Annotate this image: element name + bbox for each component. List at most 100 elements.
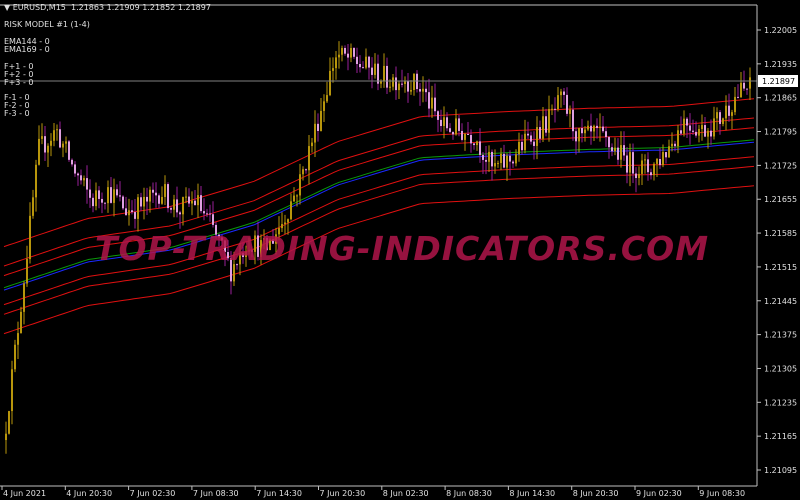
bull-candle [500, 153, 502, 164]
bull-candle [734, 96, 736, 113]
bear-candle [647, 159, 649, 173]
bull-candle [656, 159, 658, 164]
bear-candle [347, 53, 349, 58]
bear-candle [533, 141, 535, 146]
price-tick-label: 1.22005 [764, 26, 797, 35]
band-f-plus-1 [3, 127, 755, 277]
bull-candle [677, 130, 679, 147]
bear-candle [44, 136, 46, 153]
bull-candle [173, 199, 175, 210]
bull-candle [23, 283, 25, 312]
bull-candle [287, 219, 289, 223]
bear-candle [635, 173, 637, 179]
bull-candle [392, 77, 394, 87]
bull-candle [515, 154, 517, 164]
bear-candle [695, 131, 697, 136]
bear-candle [665, 152, 667, 158]
bear-candle [200, 195, 202, 212]
bear-candle [602, 126, 604, 132]
price-tick-label: 1.21725 [764, 161, 797, 170]
bear-candle [371, 67, 373, 75]
time-axis[interactable]: 4 Jun 2021 4 Jun 20:30 7 Jun 02:30 7 Jun 08… [1, 486, 745, 498]
bear-candle [632, 152, 634, 174]
bull-candle [56, 129, 58, 131]
bear-candle [152, 189, 154, 193]
bear-candle [131, 210, 133, 213]
bull-candle [707, 130, 709, 137]
bear-candle [386, 65, 388, 88]
bear-candle [155, 192, 157, 196]
bear-candle [479, 141, 481, 155]
bear-candle [344, 47, 346, 54]
bull-candle [323, 101, 325, 111]
bear-candle [305, 169, 307, 171]
bear-candle [224, 240, 226, 253]
bear-candle [482, 154, 484, 160]
current-price-label: 1.21897 [762, 77, 795, 86]
time-tick-label: 7 Jun 20:30 [320, 489, 366, 498]
bear-candle [581, 128, 583, 134]
bull-candle [5, 433, 7, 441]
bull-candle [254, 235, 256, 252]
price-tick-label: 1.21865 [764, 94, 797, 103]
bull-candle [326, 95, 328, 102]
bear-candle [377, 63, 379, 84]
bear-candle [206, 213, 208, 215]
bull-candle [164, 184, 166, 197]
bear-candle [146, 196, 148, 202]
chart-header: ▼ EURUSD,M15 1.21863 1.21909 1.21852 1.2… [4, 3, 211, 12]
bear-candle [209, 213, 211, 215]
bull-candle [338, 54, 340, 58]
bear-candle [704, 125, 706, 137]
bull-candle [8, 411, 10, 434]
bear-candle [440, 119, 442, 127]
bear-candle [491, 151, 493, 167]
bull-candle [260, 240, 262, 257]
bear-candle [68, 141, 70, 160]
bull-candle [182, 197, 184, 215]
f-plus-3-value: F+3 - 0 [4, 78, 34, 87]
bear-candle [116, 189, 118, 196]
time-tick-label: 8 Jun 08:30 [446, 489, 492, 498]
bear-candle [215, 224, 217, 235]
bear-candle [746, 88, 748, 90]
collapse-triangle-icon[interactable]: ▼ [4, 3, 13, 12]
bull-candle [524, 133, 526, 151]
bull-candle [671, 143, 673, 147]
bear-candle [176, 199, 178, 213]
bear-candle [572, 109, 574, 132]
bull-candle [14, 344, 16, 370]
f-minus-1-value: F-1 - 0 [4, 93, 30, 102]
bear-candle [134, 212, 136, 219]
bull-candle [551, 108, 553, 110]
ema169-value: EMA169 - 0 [4, 45, 50, 54]
bear-candle [563, 91, 565, 95]
bear-candle [89, 189, 91, 198]
band-f-minus-3 [3, 185, 755, 335]
bear-candle [743, 82, 745, 89]
ema144-value: EMA144 - 0 [4, 37, 50, 46]
bear-candle [74, 164, 76, 174]
bear-candle [227, 252, 229, 259]
bull-candle [560, 91, 562, 96]
time-tick-label: 9 Jun 08:30 [699, 489, 745, 498]
bull-candle [548, 109, 550, 133]
price-axis[interactable]: 1.22005 1.21935 1.21865 1.21795 1.21725 1.216… [757, 26, 797, 475]
bull-candle [389, 86, 391, 88]
bull-candle [311, 142, 313, 147]
bear-candle [674, 143, 676, 147]
band-f-plus-2 [3, 117, 755, 267]
bull-candle [620, 145, 622, 160]
bull-candle [497, 163, 499, 165]
bear-candle [611, 147, 613, 152]
ohlc-values: 1.21863 1.21909 1.21852 1.21897 [70, 3, 211, 12]
bull-candle [341, 47, 343, 55]
price-tick-label: 1.21585 [764, 229, 797, 238]
bear-candle [503, 153, 505, 168]
bear-candle [509, 155, 511, 162]
bull-candle [281, 224, 283, 229]
bull-candle [95, 190, 97, 207]
bear-candle [362, 67, 364, 69]
bull-candle [413, 73, 415, 90]
